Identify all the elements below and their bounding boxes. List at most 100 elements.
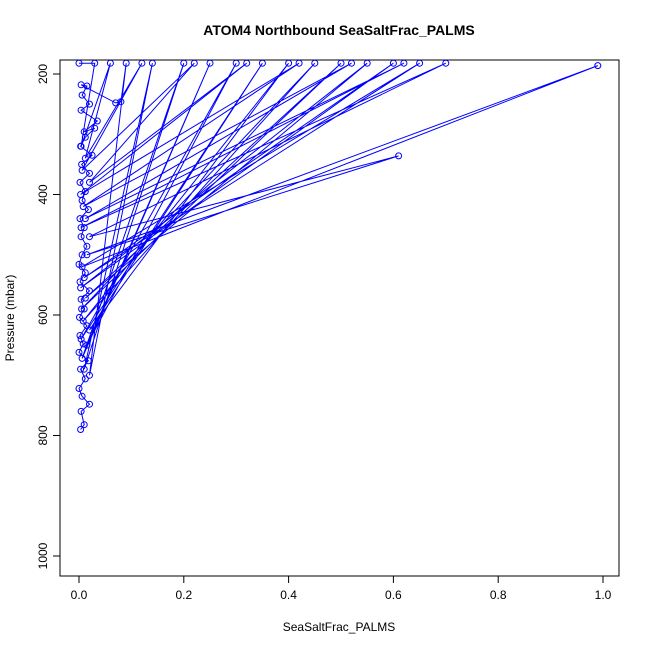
plot-frame	[59, 59, 620, 577]
data-point	[295, 59, 303, 67]
data-point	[77, 224, 85, 232]
data-point	[112, 99, 120, 107]
data-point	[80, 128, 88, 136]
x-tick-label: 0.4	[280, 588, 297, 602]
data-point	[243, 59, 251, 67]
data-point	[86, 371, 93, 379]
y-tick-label: 800	[36, 425, 50, 445]
data-point	[138, 59, 146, 67]
data-point	[81, 215, 89, 223]
data-point	[81, 269, 89, 277]
data-point	[86, 100, 93, 108]
data-point	[78, 392, 86, 400]
data-point	[77, 407, 85, 415]
data-point	[77, 142, 85, 150]
data-point	[232, 59, 240, 67]
x-axis: 0.0 0.2 0.4 0.6 0.8 1.0	[71, 576, 612, 602]
y-tick-label: 400	[36, 184, 50, 204]
data-point	[190, 59, 198, 67]
x-tick-label: 0.0	[71, 588, 88, 602]
y-axis: 200 400 600 800 1000	[36, 64, 60, 569]
data-point	[91, 124, 99, 132]
data-point	[80, 421, 88, 429]
data-point	[77, 233, 85, 241]
data-point	[86, 326, 93, 334]
data-point	[76, 313, 83, 321]
data-point	[83, 251, 91, 259]
data-point	[258, 59, 266, 67]
x-tick-label: 0.8	[490, 588, 507, 602]
data-point	[84, 206, 92, 214]
data-point	[78, 166, 86, 174]
y-tick-label: 600	[36, 305, 50, 325]
data-point	[79, 203, 87, 211]
data-point	[348, 59, 355, 67]
data-point	[337, 59, 345, 67]
x-tick-label: 0.6	[385, 588, 402, 602]
data-point	[81, 375, 89, 383]
data-point	[389, 59, 397, 67]
data-point	[76, 178, 84, 186]
data-point	[75, 385, 83, 392]
data-point	[91, 59, 99, 67]
data-point	[83, 242, 91, 250]
data-point	[93, 117, 101, 125]
data-point	[78, 354, 86, 362]
data-point	[83, 341, 91, 349]
data-point	[442, 59, 450, 67]
data-point	[76, 332, 84, 339]
data-point	[311, 59, 319, 67]
data-point	[86, 400, 93, 408]
data-point	[80, 365, 88, 373]
data-point	[77, 295, 85, 303]
y-axis-label: Pressure (mbar)	[3, 275, 17, 362]
x-axis-label: SeaSaltFrac_PALMS	[283, 620, 396, 634]
data-point	[206, 59, 214, 67]
data-point	[75, 348, 83, 356]
data-point	[86, 178, 93, 186]
x-tick-label: 0.2	[175, 588, 192, 602]
data-point	[75, 59, 83, 67]
data-point	[76, 215, 84, 223]
data-point	[78, 91, 86, 99]
data-point	[86, 233, 93, 241]
data-point	[77, 365, 85, 373]
data-point	[395, 152, 403, 160]
data-point	[78, 263, 86, 271]
series-line	[78, 62, 598, 430]
data-point	[106, 59, 114, 67]
data-point	[81, 294, 89, 302]
data-point	[77, 284, 85, 292]
data-point	[363, 59, 371, 67]
data-point	[86, 287, 93, 295]
data-point	[86, 169, 93, 177]
data-point	[77, 335, 85, 343]
y-tick-label: 200	[36, 64, 50, 84]
data-point	[78, 305, 86, 313]
x-tick-label: 1.0	[595, 588, 612, 602]
data-point	[77, 191, 85, 198]
data-point	[180, 59, 188, 67]
data-point	[88, 151, 96, 159]
data-point	[84, 357, 92, 365]
data-point	[594, 62, 602, 70]
data-point	[148, 59, 156, 67]
data-point	[285, 59, 293, 67]
data-point	[77, 426, 85, 433]
data-point	[416, 59, 424, 67]
y-tick-label: 1000	[36, 542, 50, 569]
data-point	[77, 106, 85, 114]
data-point	[400, 59, 408, 67]
data-point	[80, 224, 88, 232]
data-point	[81, 154, 89, 162]
data-point	[80, 305, 88, 313]
data-point	[122, 59, 130, 67]
chart-title: ATOM4 Northbound SeaSaltFrac_PALMS	[203, 22, 474, 38]
data-point	[79, 317, 87, 325]
data-point	[80, 274, 88, 282]
series-layer	[75, 59, 602, 433]
data-point	[117, 98, 125, 106]
data-point	[77, 81, 85, 89]
data-point	[78, 251, 86, 259]
